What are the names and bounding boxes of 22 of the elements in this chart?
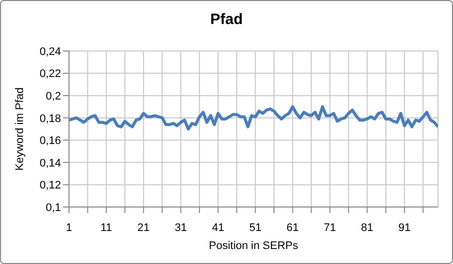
x-axis-title: Position in SERPs: [208, 240, 299, 252]
y-tick-label: 0,14: [40, 157, 61, 170]
x-tick-label: 31: [174, 222, 187, 234]
x-tick-label: 51: [249, 222, 262, 234]
y-axis-title: Keyword im Pfad: [14, 87, 26, 171]
y-tick-label: 0,1: [46, 202, 61, 214]
y-tick-label: 0,2: [46, 90, 61, 102]
x-tick-label: 71: [324, 222, 336, 234]
y-tick-label: 0,18: [40, 112, 61, 125]
x-tick-label: 21: [137, 222, 150, 234]
x-tick-label: 1: [66, 222, 72, 234]
y-tick-label: 0,16: [40, 135, 61, 148]
line-series: [69, 105, 438, 130]
x-tick-label: 61: [286, 222, 299, 234]
chart-title: Pfad: [209, 11, 244, 28]
x-tick-label: 81: [361, 222, 374, 234]
y-tick-label: 0,22: [40, 68, 61, 80]
x-tick-label: 91: [398, 222, 411, 234]
y-tick-label: 0,24: [40, 46, 61, 58]
x-tick-label: 11: [100, 222, 112, 234]
x-tick-label: 41: [212, 222, 224, 234]
y-tick-label: 0,12: [40, 180, 61, 192]
